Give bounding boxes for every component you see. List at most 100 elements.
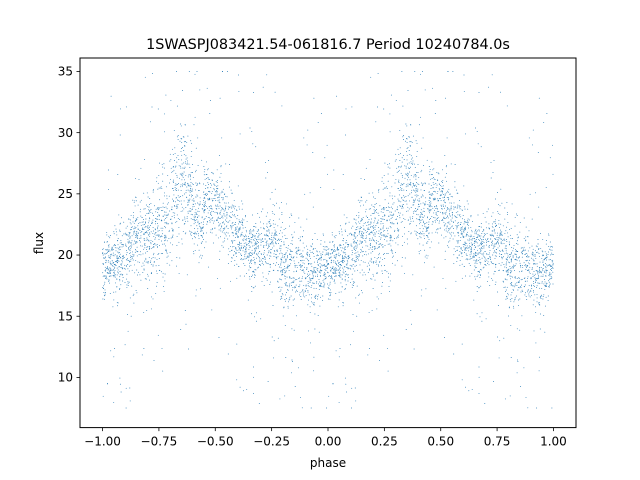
data-point [493,243,495,245]
data-point [136,241,138,242]
data-point [392,262,394,264]
data-point [508,307,510,309]
data-point [238,223,239,225]
data-point [398,179,400,181]
data-point [479,226,481,227]
data-point [252,233,253,235]
data-point [312,248,314,250]
data-point [194,211,196,213]
data-point [440,204,442,206]
data-point [154,229,156,231]
data-point [306,245,307,247]
data-point [244,236,246,237]
data-point [286,203,288,205]
data-point [372,192,374,194]
data-point [156,282,158,283]
data-point [442,206,444,208]
data-point [177,218,179,220]
data-point [139,241,141,243]
data-point [418,232,420,234]
data-point [174,184,176,186]
data-point [315,288,317,290]
data-point [320,243,322,245]
data-point [260,240,262,242]
data-point [107,259,109,261]
data-point [506,261,508,263]
data-point [377,106,378,108]
data-point [429,219,431,220]
data-point [470,250,472,252]
data-point [462,226,464,228]
data-point [544,258,545,260]
data-point [263,252,265,254]
data-point [214,211,216,213]
data-point [125,259,127,261]
data-point [132,294,134,296]
data-point [223,214,225,216]
data-point [118,272,119,274]
data-point [195,295,197,297]
data-point [278,207,280,209]
data-point [158,215,160,217]
data-point [474,262,476,264]
data-point [507,236,509,238]
data-point [229,207,231,209]
data-point [293,287,295,289]
data-point [490,161,492,163]
data-point [220,164,222,166]
data-point [176,176,178,178]
data-point [151,296,153,298]
data-point [381,285,383,287]
data-point [280,245,282,247]
data-point [258,242,259,244]
data-point [181,159,183,161]
data-point [114,264,116,266]
data-point [130,219,132,221]
data-point [307,255,309,257]
data-point [223,194,225,196]
data-point [355,297,357,299]
data-point [538,287,540,289]
data-point [251,313,253,315]
data-point [453,208,455,210]
data-point [327,267,328,269]
data-point [409,223,411,224]
data-point [506,259,508,261]
data-point [341,257,343,259]
data-point [507,255,509,257]
data-point [514,286,516,288]
data-point [248,243,250,245]
data-point [124,232,126,234]
data-point [199,223,201,224]
data-point [483,239,484,241]
data-point [282,268,284,270]
data-point [381,265,382,267]
data-point [421,212,423,214]
data-point [519,262,521,264]
data-point [163,290,165,292]
data-point [148,246,150,247]
data-point [416,213,418,215]
data-point [195,212,197,214]
data-point [429,203,431,205]
data-point [532,129,534,131]
data-point [107,272,109,274]
data-point [178,196,180,198]
data-point [120,222,122,224]
data-point [425,226,427,228]
data-point [445,166,447,168]
data-point [173,182,175,184]
data-point [354,281,356,283]
data-point [196,71,198,72]
data-point [227,221,229,223]
data-point [421,169,423,171]
data-point [187,220,189,222]
data-point [412,182,414,184]
data-point [259,216,261,218]
data-point [273,213,275,215]
data-point [400,189,402,191]
data-point [338,291,340,293]
data-point [477,253,479,255]
data-point [465,228,466,230]
data-point [412,274,414,276]
